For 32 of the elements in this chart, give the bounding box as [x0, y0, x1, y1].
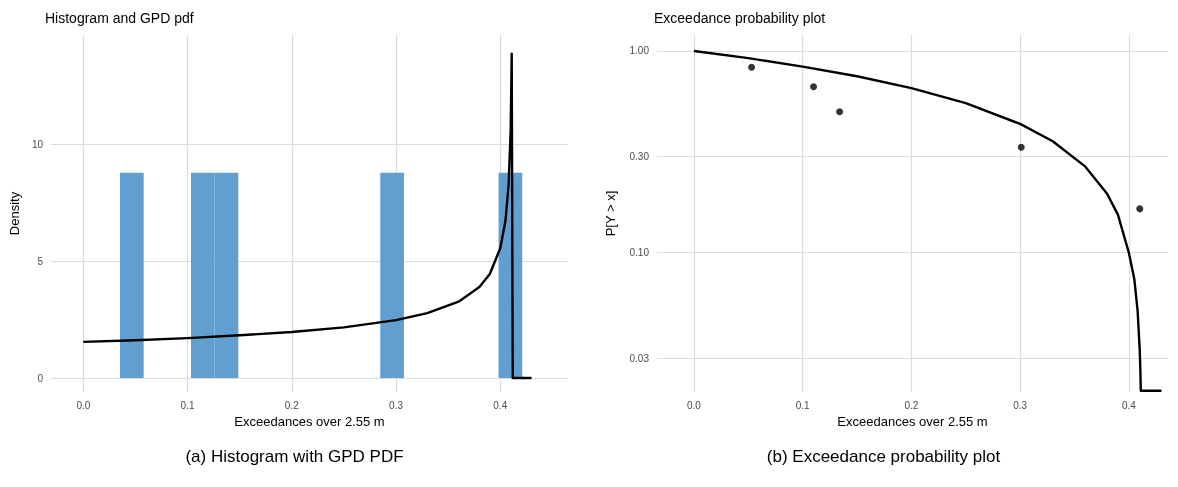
- y-axis-title: P[Y > x]: [603, 190, 618, 237]
- x-tick-label: 0.3: [389, 399, 404, 411]
- x-tick-label: 0.1: [795, 399, 811, 411]
- x-tick-label: 0.3: [1013, 399, 1028, 411]
- point: [748, 63, 756, 71]
- x-tick-label: 0.0: [687, 399, 702, 411]
- line-series: [692, 49, 1163, 392]
- y-tick-label: 0.30: [629, 150, 650, 162]
- line-series: [82, 52, 533, 380]
- x-tick-label: 0.4: [493, 399, 508, 411]
- point: [836, 108, 844, 116]
- x-tick-label: 0.2: [284, 399, 300, 411]
- x-axis-title: Exceedances over 2.55 m: [837, 413, 988, 429]
- point: [1017, 143, 1025, 151]
- x-tick-label: 0.0: [76, 399, 91, 411]
- text: (a) Histogram with GPD PDF: [185, 447, 404, 466]
- point: [810, 83, 818, 91]
- x-axis-title: Exceedances over 2.55 m: [234, 413, 385, 429]
- x-tick-label: 0.1: [180, 399, 195, 411]
- y-tick-label: 0.03: [629, 352, 650, 364]
- y-axis-title: Density: [7, 191, 22, 236]
- y-tick-label: 1.00: [629, 45, 650, 57]
- text: (b) Exceedance probability plot: [766, 447, 1001, 466]
- y-tick-label: 0: [37, 372, 44, 384]
- y-tick-label: 5: [37, 255, 44, 267]
- y-tick-label: 0.10: [629, 247, 650, 259]
- y-tick-label: 10: [31, 139, 44, 151]
- x-tick-label: 0.4: [1121, 399, 1137, 411]
- chart-title: Exceedance probability plot: [654, 10, 826, 26]
- chart-title: Histogram and GPD pdf: [45, 10, 194, 26]
- x-tick-label: 0.2: [904, 399, 919, 411]
- point: [1136, 205, 1144, 213]
